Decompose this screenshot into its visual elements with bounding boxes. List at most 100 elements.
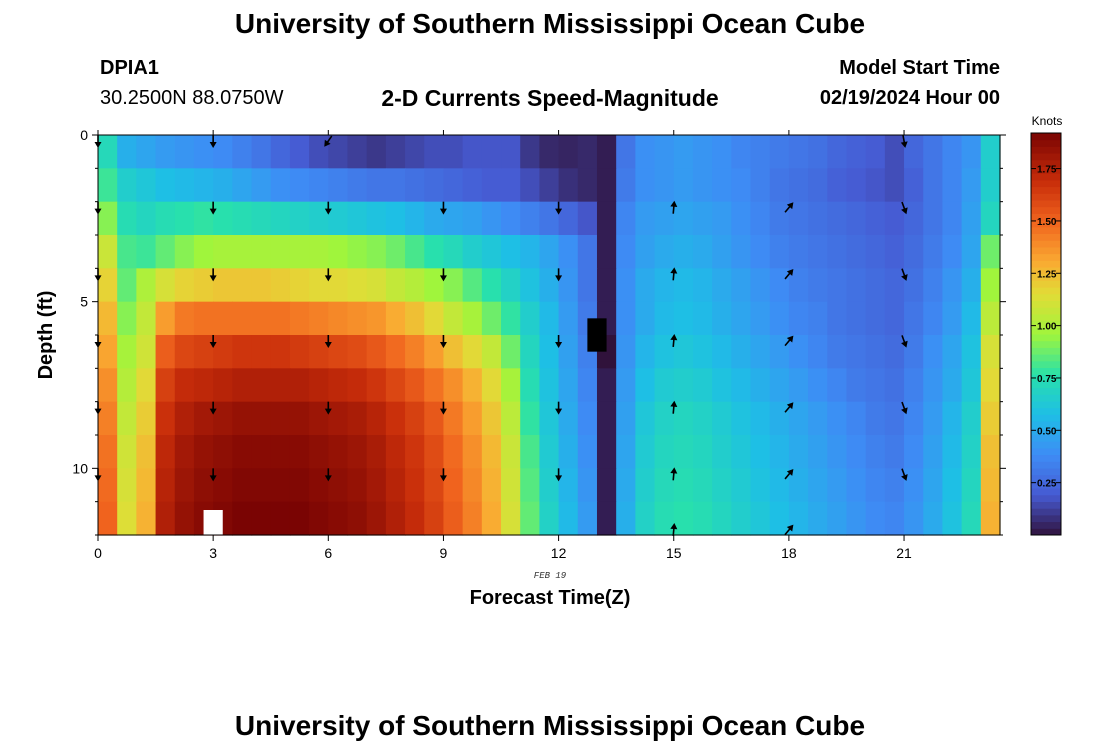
heatmap-cell — [616, 301, 636, 336]
heatmap-cell — [270, 268, 291, 303]
heatmap-cell — [462, 368, 483, 403]
current-arrow — [784, 202, 794, 213]
current-arrow — [555, 335, 563, 348]
heatmap-cell — [424, 201, 445, 236]
heatmap-cell — [520, 235, 541, 269]
heatmap-cell — [750, 268, 771, 303]
heatmap-cell — [961, 501, 982, 536]
colorbar-segment — [1031, 454, 1061, 462]
heatmap-cell — [328, 501, 349, 536]
heatmap-cell — [750, 301, 771, 336]
colorbar-tick-label: 1.25 — [1037, 269, 1057, 280]
colorbar-segment — [1031, 226, 1061, 234]
heatmap-cell — [961, 401, 982, 436]
heatmap-cell — [692, 168, 713, 203]
heatmap-cell — [309, 401, 329, 436]
heatmap-cell — [539, 168, 560, 203]
heatmap-cell — [904, 168, 924, 203]
heatmap-cell — [961, 301, 982, 336]
heatmap-cell — [289, 168, 310, 203]
heatmap-cell — [174, 501, 195, 536]
heatmap-cell — [232, 301, 253, 336]
heatmap-cell — [712, 335, 732, 369]
heatmap-cell — [385, 401, 406, 436]
heatmap-cell — [443, 201, 464, 236]
heatmap-cell — [443, 335, 464, 369]
colorbar-segment — [1031, 514, 1061, 523]
heatmap-cell — [712, 168, 732, 203]
current-arrow — [670, 200, 678, 214]
heatmap-cell — [577, 201, 598, 236]
heatmap-cell — [481, 401, 502, 436]
heatmap-cell — [731, 235, 752, 269]
heatmap-cell — [501, 301, 521, 336]
heatmap-cell — [577, 168, 598, 203]
heatmap-cell — [616, 401, 636, 436]
colorbar-segment — [1031, 528, 1061, 536]
heatmap-cell — [596, 135, 617, 169]
heatmap-cell — [501, 335, 521, 369]
heatmap-cell — [193, 401, 214, 436]
current-arrow — [670, 523, 678, 537]
heatmap-cell — [865, 235, 886, 269]
heatmap-cell — [654, 335, 675, 369]
heatmap-cell — [769, 368, 790, 403]
heatmap-cell — [616, 501, 636, 536]
heatmap-cell — [692, 501, 713, 536]
heatmap-cell — [289, 201, 310, 236]
heatmap-cell — [808, 435, 828, 469]
heatmap-cell — [673, 401, 694, 436]
heatmap-cell — [309, 168, 329, 203]
heatmap-cell — [232, 368, 253, 403]
heatmap-cell — [98, 435, 118, 469]
heatmap-cell — [174, 268, 195, 303]
heatmap-cell — [481, 235, 502, 269]
colorbar-segment — [1031, 494, 1061, 502]
heatmap-cell — [865, 301, 886, 336]
station-id: DPIA1 — [100, 57, 159, 79]
current-arrow — [555, 401, 563, 415]
heatmap-cell — [788, 401, 809, 436]
heatmap-cell — [846, 435, 867, 469]
heatmap-cell — [98, 468, 118, 503]
heatmap-cell — [117, 268, 137, 303]
heatmap-cell — [174, 468, 195, 503]
heatmap-cell — [654, 135, 675, 169]
heatmap-cell — [520, 501, 541, 536]
current-arrow — [670, 267, 678, 281]
heatmap-cell — [577, 468, 598, 503]
heatmap-cell — [251, 468, 272, 503]
heatmap-cell — [251, 401, 272, 436]
colorbar-segment — [1031, 313, 1061, 322]
colorbar-tick-label: 0.75 — [1037, 374, 1057, 385]
heatmap-cell — [232, 501, 253, 536]
current-arrow — [324, 268, 332, 282]
colorbar-segment — [1031, 153, 1061, 161]
heatmap-cell — [635, 168, 656, 203]
heatmap-cell — [328, 401, 349, 436]
heatmap-cell — [884, 501, 905, 536]
heatmap-cell — [750, 201, 771, 236]
heatmap-cell — [577, 368, 598, 403]
heatmap-cell — [155, 501, 176, 536]
heatmap-cell — [750, 468, 771, 503]
heatmap-cell — [501, 468, 521, 503]
heatmap-cell — [174, 401, 195, 436]
heatmap-cell — [635, 268, 656, 303]
heatmap-cell — [174, 168, 195, 203]
heatmap-cell — [884, 435, 905, 469]
heatmap-cell — [980, 501, 1001, 536]
heatmap-cell — [366, 335, 387, 369]
heatmap-cell — [769, 168, 790, 203]
heatmap-cell — [251, 168, 272, 203]
heatmap-cell — [884, 268, 905, 303]
heatmap-cell — [942, 401, 963, 436]
heatmap-cell — [596, 235, 617, 269]
heatmap-cell — [289, 435, 310, 469]
heatmap-cell — [347, 468, 368, 503]
heatmap-cell — [827, 135, 848, 169]
heatmap-cell — [654, 168, 675, 203]
heatmap-cell — [616, 368, 636, 403]
heatmap-cell — [769, 235, 790, 269]
heatmap-cell — [980, 368, 1001, 403]
